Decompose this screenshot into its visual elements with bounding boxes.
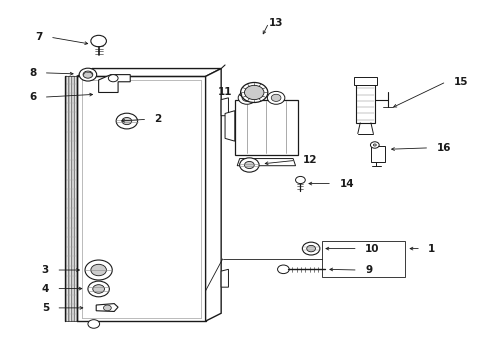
Circle shape [240,82,267,103]
Text: 1: 1 [427,244,435,253]
Polygon shape [76,76,77,321]
Bar [370,146,384,162]
Text: 11: 11 [217,87,232,98]
Text: 10: 10 [365,244,379,253]
Circle shape [88,320,100,328]
Polygon shape [96,303,118,311]
Circle shape [238,91,255,104]
Circle shape [88,281,109,297]
Circle shape [267,91,285,104]
Polygon shape [234,100,297,155]
Polygon shape [72,76,74,321]
Circle shape [79,68,97,81]
Polygon shape [224,111,234,141]
Text: 12: 12 [302,156,317,165]
Text: 14: 14 [339,179,353,189]
Polygon shape [221,269,228,287]
Text: 15: 15 [453,77,467,87]
Circle shape [93,285,104,293]
Text: 2: 2 [154,114,162,124]
Text: 16: 16 [436,143,450,153]
Circle shape [242,94,251,102]
Circle shape [116,113,137,129]
Circle shape [108,75,118,82]
Polygon shape [77,76,205,321]
Circle shape [306,246,315,252]
Text: 13: 13 [268,18,283,28]
Polygon shape [69,76,70,321]
Circle shape [122,117,131,125]
Text: 3: 3 [41,265,49,275]
Circle shape [244,85,264,100]
Polygon shape [221,98,228,116]
Text: 9: 9 [365,265,371,275]
Text: 8: 8 [29,68,36,78]
Circle shape [83,71,93,78]
Bar [356,82,374,123]
Circle shape [91,264,106,276]
Text: 6: 6 [29,92,36,102]
Circle shape [372,144,375,146]
Circle shape [277,265,288,274]
Polygon shape [77,68,221,76]
Polygon shape [99,75,130,93]
Circle shape [85,260,112,280]
Circle shape [370,142,378,148]
Text: 7: 7 [35,32,42,42]
Polygon shape [237,158,295,166]
Circle shape [302,242,319,255]
Polygon shape [205,68,221,321]
Text: 4: 4 [41,284,49,294]
Circle shape [295,176,305,184]
Text: 5: 5 [41,303,49,313]
Bar [322,241,404,277]
Circle shape [239,158,259,172]
Circle shape [103,305,111,311]
Circle shape [244,161,254,168]
Circle shape [271,94,281,102]
Bar [353,77,376,85]
Polygon shape [65,76,67,321]
Circle shape [91,35,106,47]
